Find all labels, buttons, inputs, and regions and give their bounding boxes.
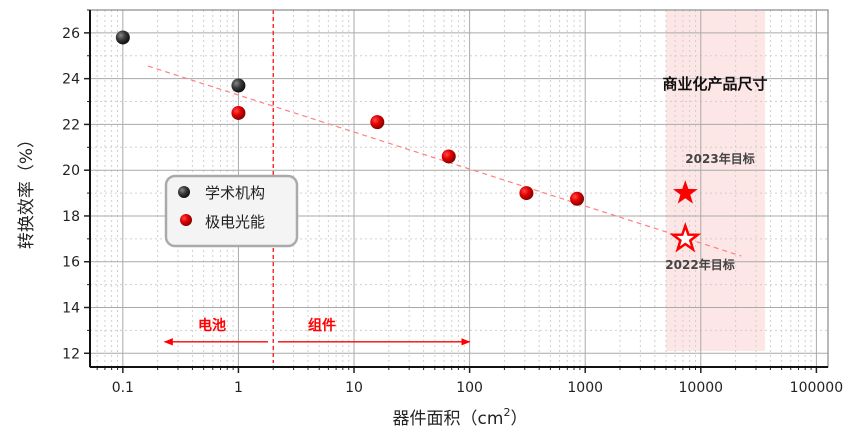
target-star-2022 xyxy=(669,221,702,253)
data-point-academic xyxy=(231,78,246,93)
x-tick-label: 100 xyxy=(456,380,483,396)
data-point-company xyxy=(231,105,246,120)
shaded-region-label: 商业化产品尺寸 xyxy=(662,75,767,93)
x-tick-label: 1 xyxy=(234,380,243,396)
legend-label-company: 极电光能 xyxy=(205,213,265,231)
trend-line xyxy=(147,65,742,257)
legend-box xyxy=(164,174,299,248)
annotation-module-label: 组件 xyxy=(308,317,336,334)
target-star-2023 xyxy=(673,180,698,204)
target-label-2023: 2023年目标 xyxy=(685,151,754,166)
legend-label-academic: 学术机构 xyxy=(205,184,265,202)
x-tick-label: 1000 xyxy=(567,380,603,396)
y-tick-label: 14 xyxy=(62,301,80,317)
y-tick-label: 16 xyxy=(62,255,80,271)
legend: 学术机构 极电光能 xyxy=(164,174,299,248)
x-tick-label: 10 xyxy=(345,380,363,396)
x-tick-label: 10000 xyxy=(679,380,724,396)
annotation-cell-label: 电池 xyxy=(198,317,226,334)
y-tick-label: 22 xyxy=(62,117,80,133)
y-tick-label: 18 xyxy=(62,209,80,225)
y-axis-title: 转换效率（%） xyxy=(17,131,37,249)
target-label-2022: 2022年目标 xyxy=(665,257,734,272)
legend-marker-company xyxy=(180,214,192,226)
y-tick-label: 20 xyxy=(62,163,80,179)
data-point-company xyxy=(570,191,585,206)
y-tick-label: 26 xyxy=(62,26,80,42)
x-tick-label: 100000 xyxy=(790,380,843,396)
x-tick-label: 0.1 xyxy=(112,380,134,396)
data-point-academic xyxy=(115,30,130,45)
data-point-company xyxy=(441,149,456,164)
data-point-company xyxy=(519,186,534,201)
legend-marker-academic xyxy=(178,186,190,198)
data-point-company xyxy=(370,115,385,130)
x-axis-title: 器件面积（cm2） xyxy=(393,406,528,429)
y-tick-label: 24 xyxy=(62,72,80,88)
y-tick-label: 12 xyxy=(62,346,80,362)
shaded-region xyxy=(666,11,766,351)
